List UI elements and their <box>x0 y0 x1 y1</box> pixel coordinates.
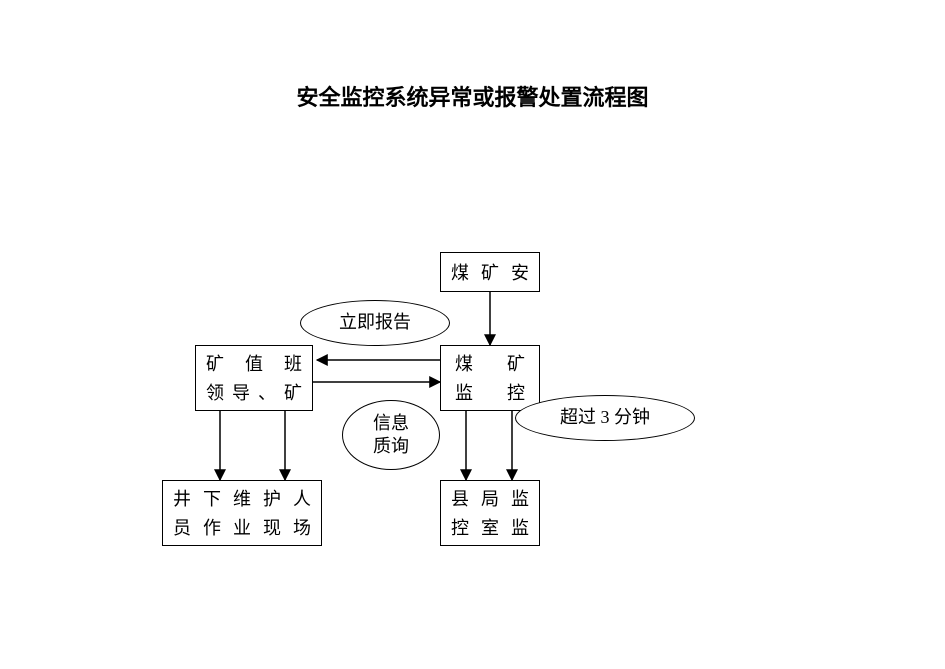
node-label: 监控 <box>455 379 525 408</box>
node-underground-maintenance: 井下维护人 员作业现场 <box>162 480 322 546</box>
node-coal-mine-safety: 煤矿安 <box>440 252 540 292</box>
ellipse-report-immediately: 立即报告 <box>300 300 450 346</box>
node-label: 员作业现场 <box>173 514 311 543</box>
ellipse-label-line: 质询 <box>373 436 409 456</box>
ellipse-label: 信息 质询 <box>373 412 409 459</box>
node-label: 领导、矿 <box>206 379 302 408</box>
node-label: 煤矿 <box>455 350 525 379</box>
node-coal-mine-monitoring: 煤矿 监控 <box>440 345 540 411</box>
node-label: 煤矿安 <box>451 259 529 288</box>
ellipse-over-3-minutes: 超过 3 分钟 <box>515 395 695 441</box>
node-county-bureau-monitoring: 县局监 控室监 <box>440 480 540 546</box>
node-label: 井下维护人 <box>173 485 311 514</box>
node-label: 县局监 <box>451 485 529 514</box>
flowchart-canvas: 安全监控系统异常或报警处置流程图 煤矿安 矿值班 领导、矿 煤矿 监控 井下维护… <box>0 0 945 669</box>
ellipse-label-line: 信息 <box>373 413 409 433</box>
node-label: 控室监 <box>451 514 529 543</box>
node-label: 矿值班 <box>206 350 302 379</box>
diagram-title: 安全监控系统异常或报警处置流程图 <box>0 80 945 112</box>
node-duty-leader: 矿值班 领导、矿 <box>195 345 313 411</box>
ellipse-label: 超过 3 分钟 <box>560 406 650 429</box>
ellipse-label: 立即报告 <box>339 311 411 334</box>
ellipse-info-inquiry: 信息 质询 <box>342 400 440 470</box>
